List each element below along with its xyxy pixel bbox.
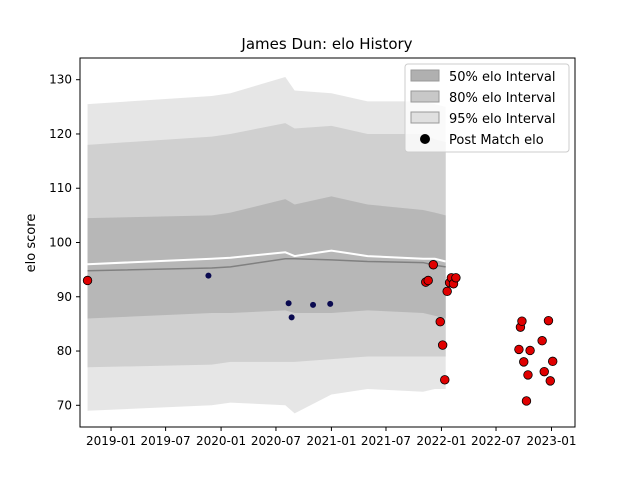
elo-point (517, 316, 527, 326)
x-tick-label: 2020-07 (251, 434, 301, 448)
elo-point (545, 376, 555, 386)
elo-point (428, 260, 439, 270)
x-tick-label: 2021-07 (361, 434, 411, 448)
y-tick-label: 110 (49, 181, 72, 195)
elo-point (285, 300, 292, 307)
elo-point (437, 340, 448, 350)
elo-point (82, 275, 93, 286)
elo-point (435, 317, 445, 327)
y-axis: 70 80 90 100 110 120 130 (49, 73, 80, 412)
legend-label: 50% elo Interval (449, 70, 556, 85)
legend-label: 95% elo Interval (449, 112, 556, 127)
elo-point (525, 345, 535, 356)
upper-line (87, 249, 446, 266)
post-match-points (82, 260, 558, 406)
elo-point (521, 396, 532, 406)
x-tick-label: 2021-01 (306, 434, 356, 448)
elo-point (519, 357, 529, 367)
x-tick-label: 2019-07 (141, 434, 191, 448)
elo-point (440, 375, 450, 385)
legend-marker (420, 134, 430, 144)
y-tick-label: 80 (57, 344, 72, 358)
legend-swatch (410, 111, 440, 124)
legend: 50% elo Interval 80% elo Interval 95% elo … (404, 63, 570, 153)
plot-area (79, 57, 576, 428)
elo-point (514, 344, 524, 355)
elo-point (442, 286, 452, 297)
x-tick-label: 2023-01 (526, 434, 576, 448)
elo-point (543, 315, 554, 326)
y-tick-label: 90 (57, 290, 72, 304)
elo-point (547, 356, 558, 367)
y-axis-label: elo score (24, 214, 39, 273)
elo-point (537, 336, 547, 346)
x-tick-label: 2020-01 (196, 434, 246, 448)
y-tick-label: 70 (57, 398, 72, 412)
legend-swatch (410, 69, 440, 82)
band-50-interval (87, 196, 446, 319)
elo-point (523, 370, 533, 380)
legend-swatch (410, 90, 440, 103)
elo-point (539, 366, 549, 377)
x-tick-label: 2022-07 (471, 434, 521, 448)
elo-point (310, 301, 317, 308)
interval-bands (87, 76, 446, 414)
x-axis: 2019-01 2019-07 2020-01 2020-07 2021-01 2021-… (86, 427, 577, 448)
elo-point (451, 273, 461, 283)
elo-point (288, 314, 295, 321)
elo-point (205, 272, 212, 279)
elo-point (423, 275, 433, 286)
legend-box (404, 63, 570, 153)
chart-title: James Dun: elo History (240, 35, 412, 53)
x-tick-label: 2019-01 (86, 434, 136, 448)
elo-point (327, 300, 334, 307)
y-tick-label: 130 (49, 73, 72, 87)
y-tick-label: 120 (49, 127, 72, 141)
legend-label: 80% elo Interval (449, 91, 556, 106)
y-tick-label: 100 (49, 236, 72, 250)
x-tick-label: 2022-01 (416, 434, 466, 448)
legend-label: Post Match elo (449, 133, 544, 148)
